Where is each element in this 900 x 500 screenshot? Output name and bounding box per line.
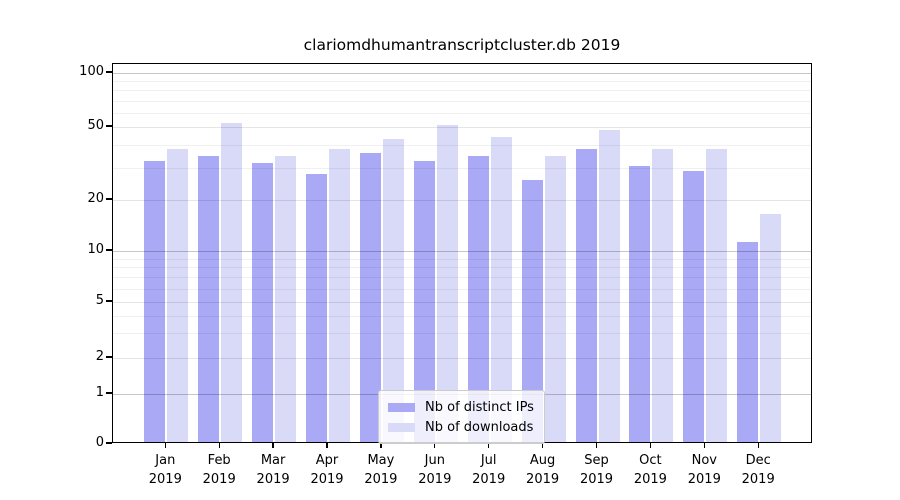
x-axis-tick-label-apr: Apr 2019 [299,451,355,489]
x-label-year: 2019 [310,472,344,487]
x-tick-mark-may [380,443,382,448]
x-label-year: 2019 [526,472,560,487]
bar-downloads-nov [706,149,728,442]
x-label-year: 2019 [256,472,290,487]
x-axis-tick-label-aug: Aug 2019 [515,451,571,489]
bar-distinct-ips-jun [413,160,435,442]
x-tick-mark-feb [218,443,220,448]
bar-downloads-dec [760,214,782,442]
x-label-year: 2019 [579,472,614,487]
bar-downloads-apr [329,149,350,442]
x-label-month: Sep [584,453,609,468]
bar-downloads-jul [490,137,512,442]
bar-distinct-ips-jan [144,160,166,442]
x-label-year: 2019 [741,472,775,487]
y-axis-tick-label-100: 100 [79,64,104,79]
x-tick-mark-jun [434,443,436,448]
y-axis-tick-label-1: 1 [95,385,104,400]
x-axis-tick-label-sep: Sep 2019 [569,451,625,489]
y-tick-mark-0 [106,442,112,444]
y-axis-tick-label-10: 10 [87,242,104,257]
bar-distinct-ips-apr [306,174,327,442]
y-tick-mark-2 [106,356,112,358]
y-axis-tick-label-50: 50 [87,118,104,133]
x-axis-tick-label-mar: Mar 2019 [245,451,301,489]
x-axis-tick-label-feb: Feb 2019 [191,451,247,489]
y-tick-mark-20 [106,198,112,200]
bar-distinct-ips-dec [737,242,759,442]
bars-layer [113,64,811,442]
y-tick-mark-50 [106,125,112,127]
x-label-year: 2019 [148,472,182,487]
x-label-month: Apr [315,453,339,468]
y-tick-mark-100 [106,71,112,73]
x-axis-tick-label-jul: Jul 2019 [461,451,517,489]
x-tick-mark-oct [649,443,652,448]
bar-distinct-ips-jul [467,155,489,442]
bar-downloads-sep [598,129,620,442]
bar-distinct-ips-nov [683,171,705,442]
y-tick-mark-10 [106,249,112,251]
bar-downloads-jun [436,125,458,442]
x-label-month: Feb [207,453,231,468]
x-axis-tick-label-oct: Oct 2019 [622,451,678,489]
x-label-month: Aug [529,453,556,468]
x-tick-mark-jul [488,443,490,448]
x-tick-mark-dec [757,443,759,448]
x-tick-mark-apr [326,443,328,448]
bar-downloads-feb [221,123,243,442]
x-label-month: Mar [260,453,286,468]
x-label-year: 2019 [472,472,506,487]
x-label-year: 2019 [687,472,721,487]
x-label-month: Nov [691,453,717,468]
legend-item-downloads: Nb of downloads [388,417,534,437]
x-label-year: 2019 [418,472,452,487]
bar-downloads-oct [652,149,674,442]
bar-downloads-jan [167,149,189,442]
y-tick-mark-5 [106,300,112,302]
x-tick-mark-sep [595,443,598,448]
x-tick-mark-nov [703,443,705,448]
y-axis-tick-label-0: 0 [95,435,104,450]
bar-distinct-ips-oct [629,165,651,442]
legend-item-distinct-ips: Nb of distinct IPs [388,397,534,417]
x-label-month: Oct [639,453,662,468]
bar-distinct-ips-mar [252,163,274,442]
bar-distinct-ips-feb [198,155,220,442]
legend-label-distinct-ips: Nb of distinct IPs [425,399,534,415]
x-tick-mark-mar [272,443,274,448]
x-label-year: 2019 [202,472,236,487]
bar-distinct-ips-aug [521,180,543,442]
x-axis-tick-label-jun: Jun 2019 [407,451,463,489]
y-axis-tick-label-2: 2 [95,349,104,364]
y-axis-tick-label-5: 5 [95,293,104,308]
y-axis-tick-label-20: 20 [87,191,104,206]
x-label-month: Jul [480,453,497,468]
x-label-month: Jun [424,453,445,468]
bar-distinct-ips-sep [575,149,597,442]
legend-swatch-downloads [388,422,415,432]
bar-downloads-may [382,138,404,442]
x-label-month: Dec [745,453,771,468]
x-axis-tick-label-nov: Nov 2019 [676,451,732,489]
x-tick-mark-jan [164,443,166,448]
x-axis-tick-label-may: May 2019 [353,451,409,489]
x-label-year: 2019 [633,472,667,487]
legend-swatch-distinct-ips [388,402,415,412]
x-axis-tick-label-dec: Dec 2019 [730,451,786,489]
bar-distinct-ips-may [359,153,381,442]
y-tick-mark-1 [106,392,112,394]
legend: Nb of distinct IPs Nb of downloads [378,390,545,444]
x-tick-mark-aug [541,443,544,448]
x-label-month: Jan [155,453,176,468]
plot-area: Nb of distinct IPs Nb of downloads [112,63,812,444]
x-axis-tick-label-jan: Jan 2019 [137,451,193,489]
bar-downloads-aug [544,155,566,442]
bar-downloads-mar [275,155,297,442]
x-label-year: 2019 [364,472,398,487]
chart-title: clariomdhumantranscriptcluster.db 2019 [303,36,621,54]
legend-label-downloads: Nb of downloads [425,419,534,435]
x-label-month: May [367,453,395,468]
